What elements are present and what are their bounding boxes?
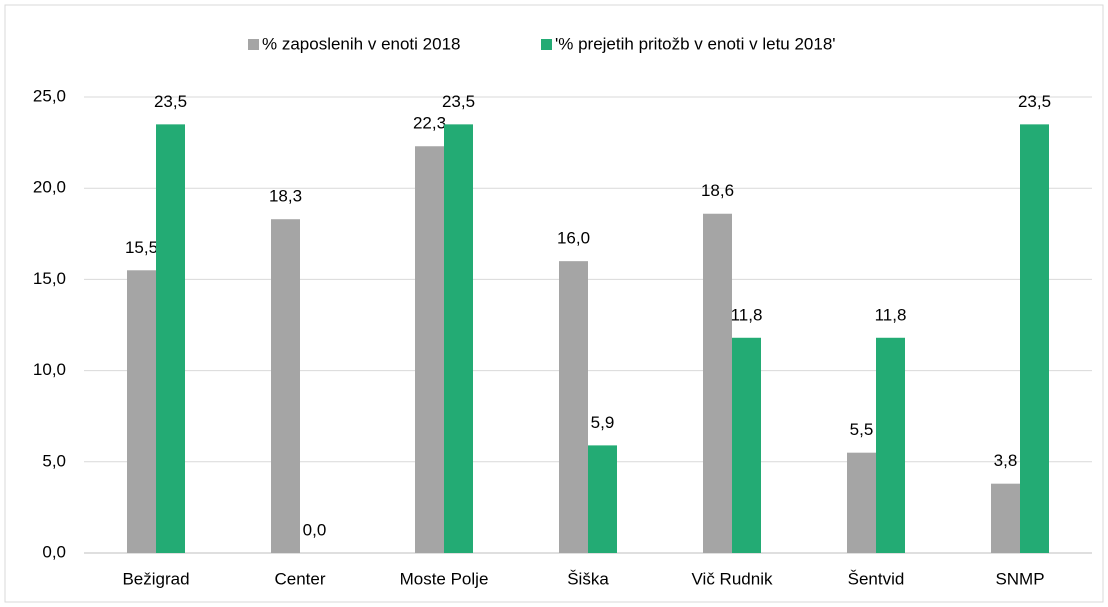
data-label: 23,5 [1018, 92, 1051, 111]
x-tick-label: Vič Rudnik [692, 569, 773, 588]
bar [991, 483, 1020, 553]
y-tick-label: 0,0 [42, 542, 66, 561]
chart-border [4, 4, 1104, 603]
bar [703, 213, 732, 553]
data-label: 15,5 [125, 238, 158, 257]
bar [847, 452, 876, 553]
data-label: 0,0 [303, 520, 327, 539]
legend-swatch [248, 39, 259, 50]
data-label: 16,0 [557, 229, 590, 248]
bar [156, 124, 185, 554]
legend-label: % zaposlenih v enoti 2018 [262, 34, 460, 53]
data-label: 22,3 [413, 114, 446, 133]
bar [127, 270, 156, 553]
data-label: 23,5 [442, 92, 475, 111]
data-label: 11,8 [731, 305, 763, 324]
data-label: 18,3 [269, 187, 302, 206]
x-tick-label: Šiška [567, 569, 609, 588]
data-label: 5,9 [591, 413, 615, 432]
bar [559, 261, 588, 553]
y-tick-label: 20,0 [33, 178, 66, 197]
legend-swatch [541, 39, 552, 50]
bar [444, 124, 473, 554]
bar [732, 337, 761, 553]
bar [1020, 124, 1049, 554]
bar [876, 337, 905, 553]
x-tick-label: SNMP [995, 569, 1044, 588]
y-tick-label: 10,0 [33, 360, 66, 379]
bar [415, 146, 444, 554]
x-tick-label: Center [274, 569, 325, 588]
bar [588, 445, 617, 553]
y-tick-label: 15,0 [33, 269, 66, 288]
data-label: 3,8 [994, 451, 1018, 470]
data-label: 23,5 [154, 92, 187, 111]
x-tick-label: Šentvid [848, 569, 905, 588]
bar [271, 219, 300, 553]
x-tick-label: Bežigrad [122, 569, 189, 588]
y-tick-label: 5,0 [42, 451, 66, 470]
data-label: 5,5 [850, 420, 874, 439]
legend-label: '% prejetih pritožb v enoti v letu 2018' [555, 34, 836, 53]
data-label: 11,8 [875, 305, 907, 324]
y-tick-label: 25,0 [33, 86, 66, 105]
x-tick-label: Moste Polje [400, 569, 489, 588]
data-label: 18,6 [701, 181, 734, 200]
